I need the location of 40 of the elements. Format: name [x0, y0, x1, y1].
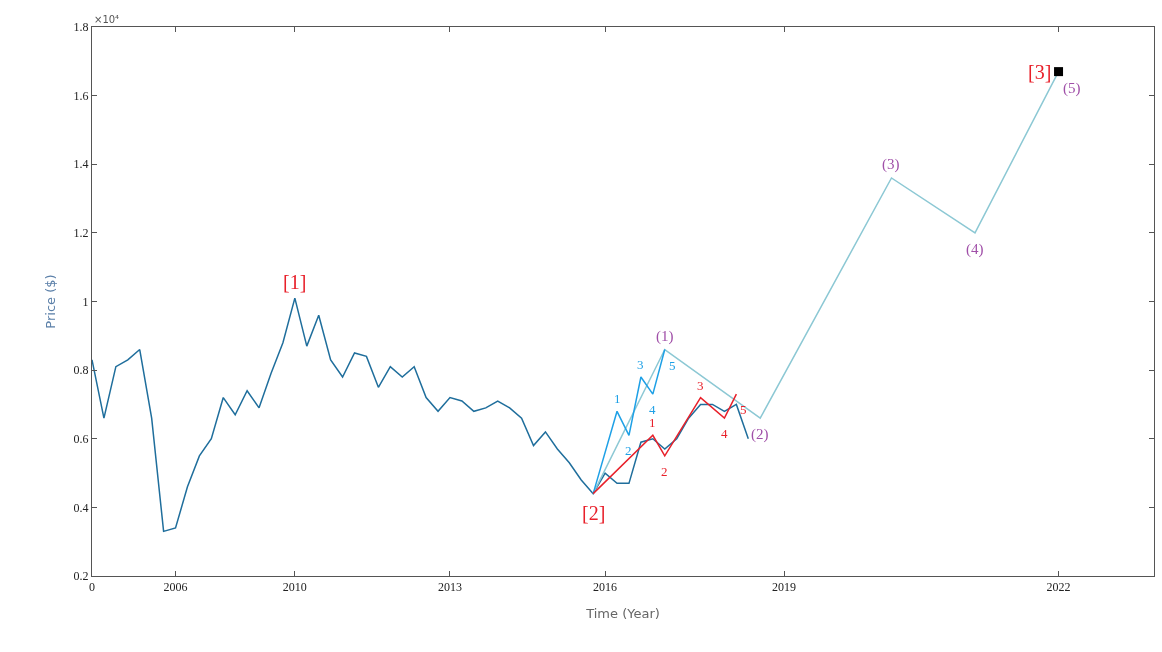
annotation: 4: [649, 402, 656, 417]
annotation: [2]: [582, 502, 606, 524]
x-tick-label: 2022: [1046, 580, 1071, 595]
line-series: [592, 393, 738, 495]
y-axis-title: Price ($): [42, 274, 58, 329]
annotation: 1: [614, 391, 621, 406]
x-tick-label: 2013: [437, 580, 462, 595]
line-series: [92, 297, 750, 533]
x-tick-label: 2010: [282, 580, 307, 595]
y-tick-label: 0.8: [73, 363, 89, 378]
annotation: (4): [966, 241, 984, 258]
annotation: (3): [882, 156, 900, 173]
annotation: 3: [697, 378, 704, 393]
y-tick-label: 0.4: [73, 500, 89, 515]
x-tick-label: 0: [89, 580, 95, 595]
x-tick-label: 2019: [772, 580, 797, 595]
y-tick-label: 1.8: [73, 20, 89, 35]
annotation: 2: [661, 464, 668, 479]
annotation: (1): [656, 328, 674, 345]
annotation: 4: [721, 426, 728, 441]
y-tick-label: 1: [82, 294, 89, 309]
text: ×10⁴: [94, 14, 120, 25]
y-tick-label: 1.6: [73, 88, 89, 103]
y-tick-label: 0.6: [73, 431, 89, 446]
y-tick-label: 1.2: [73, 226, 89, 241]
annotation: 3: [637, 357, 644, 372]
annotation: 1: [649, 415, 656, 430]
annotation: [3]: [1028, 61, 1052, 83]
annotation: (2): [751, 426, 769, 443]
x-tick-label: 2006: [163, 580, 188, 595]
x-axis-title: Time (Year): [585, 606, 660, 621]
annotation: 5: [740, 402, 747, 417]
annotation: 5: [669, 358, 676, 373]
y-tick-label: 1.4: [73, 157, 89, 172]
line-series: [592, 348, 666, 495]
annotation: [1]: [283, 271, 307, 293]
annotation: 2: [625, 443, 632, 458]
y-tick-label: 0.2: [73, 569, 89, 584]
annotation: (5): [1063, 80, 1081, 97]
x-tick-label: 2016: [593, 580, 618, 595]
